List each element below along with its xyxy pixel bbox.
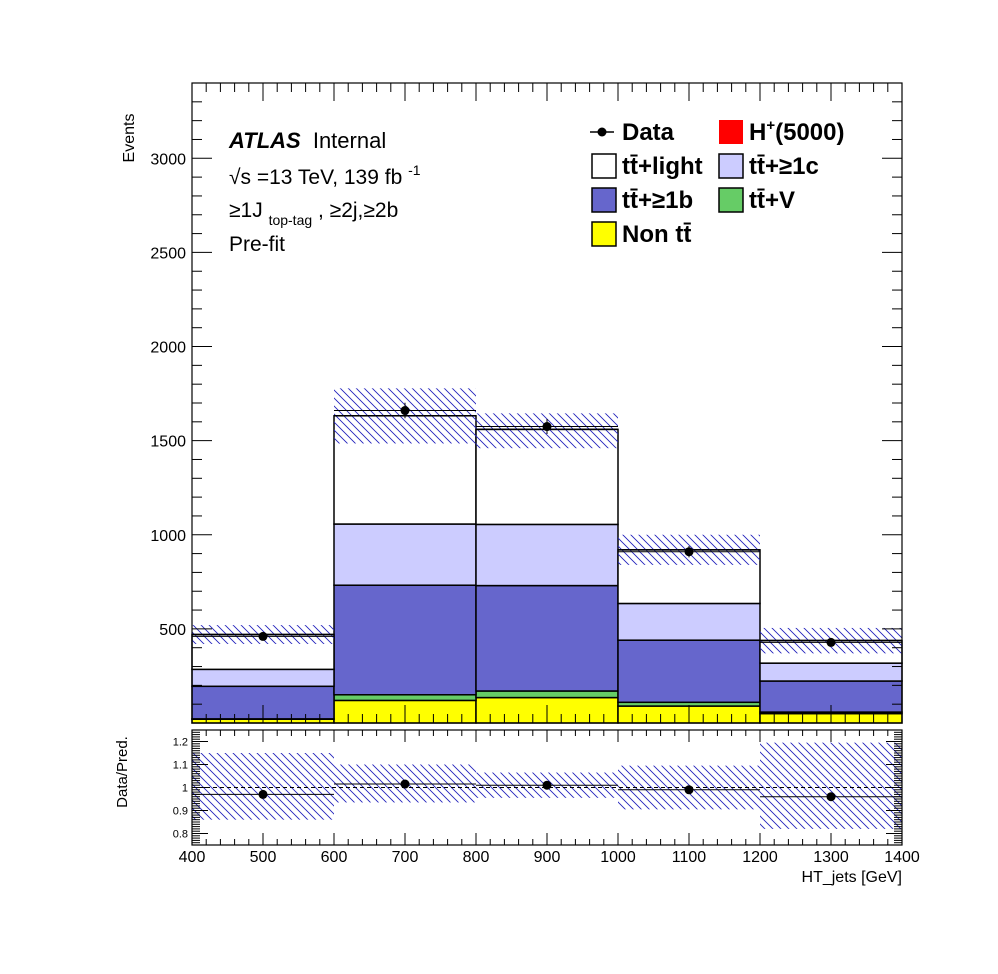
svg-text:tt̄+light: tt̄+light	[622, 153, 703, 180]
legend-item-data: Data	[590, 119, 675, 146]
ratio-y-tick-label-4: 1.2	[173, 737, 188, 749]
ratio-point-3	[684, 785, 694, 795]
svg-text:tt̄+≥1b: tt̄+≥1b	[622, 187, 693, 214]
atlas-label-block: ATLAS Internal √s =13 TeV, 139 fb -1 ≥1J…	[228, 128, 421, 256]
bar-3-0	[191, 668, 335, 688]
x-tick-label-1200: 1200	[742, 849, 778, 866]
ratio-band-bin-4	[760, 742, 902, 829]
y-tick-label-1500: 1500	[150, 434, 186, 451]
ratio-y-axis-label: Data/Pred.	[114, 736, 131, 808]
legend-item-tt1c: tt̄+≥1c	[718, 153, 819, 180]
ratio-data-points	[192, 779, 902, 802]
selection-suffix: , ≥2j,≥2b	[318, 199, 398, 222]
data-point-2	[542, 422, 552, 432]
main-axes: 500 1000 1500 2000 2500 3000	[150, 83, 902, 723]
data-point-0	[258, 631, 268, 641]
legend-item-nontt: Non tt̄	[591, 221, 691, 248]
bar-2-3	[617, 639, 761, 704]
x-tick-label-900: 900	[534, 849, 561, 866]
x-axis-label: HT_jets [GeV]	[802, 869, 902, 886]
x-tick-label-800: 800	[463, 849, 490, 866]
x-tick-label-600: 600	[321, 849, 348, 866]
svg-text:Non tt̄: Non tt̄	[622, 221, 691, 248]
ratio-y-tick-label-0: 0.8	[173, 829, 188, 841]
ratio-y-tick-label-3: 1.1	[173, 760, 188, 772]
ratio-band-bin-0	[192, 753, 334, 820]
x-tick-label-1300: 1300	[813, 849, 849, 866]
bar-2-1	[333, 584, 477, 696]
svg-text:tt̄+≥1c: tt̄+≥1c	[749, 153, 819, 180]
fit-state-label: Pre-fit	[229, 233, 285, 256]
data-point-4	[826, 637, 836, 647]
y-tick-label-2000: 2000	[150, 340, 186, 357]
legend-item-tt1b: tt̄+≥1b	[591, 187, 693, 214]
ratio-point-2	[542, 780, 552, 790]
bar-3-3	[617, 602, 761, 641]
ratio-point-0	[258, 789, 268, 799]
data-point-3	[684, 547, 694, 557]
ratio-y-tick-label-2: 1	[182, 783, 188, 795]
y-tick-label-3000: 3000	[150, 151, 186, 168]
energy-label: √s =13 TeV, 139 fb	[229, 166, 402, 189]
x-tick-label-1000: 1000	[600, 849, 636, 866]
legend-item-ttv: tt̄+V	[718, 187, 795, 214]
bar-2-2	[475, 584, 619, 692]
y-tick-label-2500: 2500	[150, 245, 186, 262]
stacked-histogram	[191, 415, 903, 724]
svg-text:≥1J top-tag , ≥2j,: ≥1J top-tag , ≥2j,≥2b	[229, 199, 398, 230]
svg-text:tt̄+V: tt̄+V	[749, 187, 795, 214]
bar-3-1	[333, 523, 477, 586]
y-tick-label-1000: 1000	[150, 528, 186, 545]
svg-text:H+(5000): H+(5000)	[749, 117, 844, 146]
luminosity-unit-sup: -1	[408, 162, 421, 178]
y-tick-label-500: 500	[159, 622, 186, 639]
x-tick-label-500: 500	[250, 849, 277, 866]
atlas-label: ATLAS	[228, 128, 301, 153]
ratio-point-1	[400, 779, 410, 789]
internal-label: Internal	[313, 128, 386, 153]
selection-label: ≥1J	[229, 199, 263, 222]
selection-subscript: top-tag	[269, 212, 313, 228]
ratio-y-tick-label-1: 0.9	[173, 806, 188, 818]
data-points	[192, 402, 902, 647]
legend: Data H+(5000) tt̄+light tt̄+≥1c tt̄+≥1b …	[590, 117, 844, 248]
x-tick-label-400: 400	[179, 849, 206, 866]
data-point-1	[400, 406, 410, 416]
x-tick-label-1400: 1400	[884, 849, 920, 866]
bar-3-4	[759, 662, 903, 682]
y-axis-label: Events	[121, 114, 138, 163]
ratio-axes: 0.8 0.9 1 1.1 1.2 400 500 600 700 800 900 1000 1100 1…	[173, 730, 920, 866]
svg-text:√s =13 TeV, 139 fb -1: √s =13 TeV, 139 fb -1	[229, 162, 421, 189]
bar-1-2	[475, 690, 619, 699]
ratio-point-4	[826, 792, 836, 802]
svg-text:ATLAS Internal: ATLAS Internal	[228, 128, 386, 153]
x-tick-label-1100: 1100	[672, 849, 707, 866]
legend-item-ttlight: tt̄+light	[591, 153, 703, 180]
svg-text:Data: Data	[622, 119, 675, 146]
legend-item-hplus: H+(5000)	[719, 117, 844, 146]
bar-3-2	[475, 523, 619, 587]
bar-1-1	[333, 694, 477, 702]
x-tick-label-700: 700	[392, 849, 419, 866]
